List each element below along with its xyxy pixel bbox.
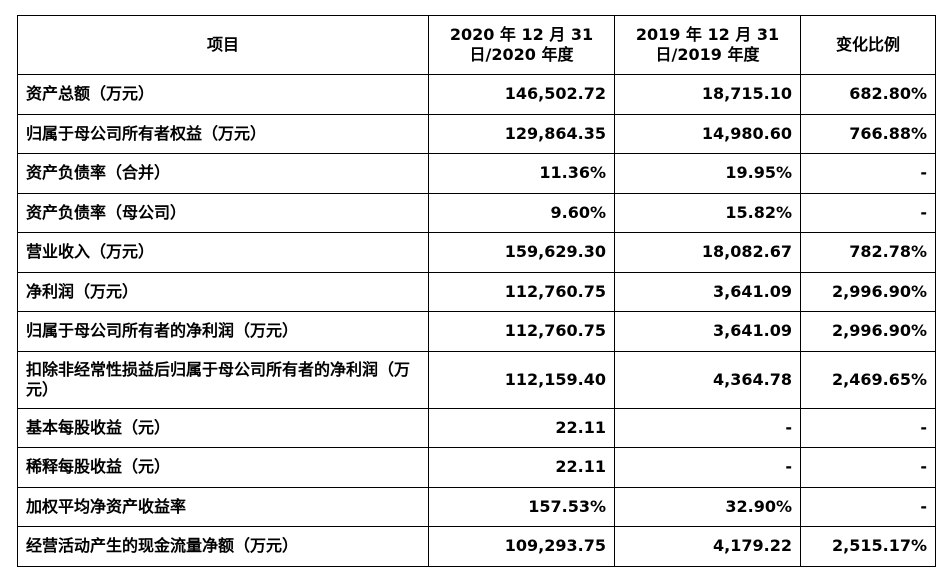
cell-2019: 4,364.78 xyxy=(614,350,801,409)
cell-2019: 3,641.09 xyxy=(614,311,801,352)
header-2020-line1: 2020 年 12 月 31 xyxy=(449,25,594,44)
header-2019-line1: 2019 年 12 月 31 xyxy=(635,25,780,44)
table-row: 归属于母公司所有者的净利润（万元） 112,760.75 3,641.09 2,996… xyxy=(17,311,936,352)
header-2020-line2: 日/2020 年度 xyxy=(469,45,574,64)
cell-2020: 22.11 xyxy=(428,407,615,448)
table-row: 净利润（万元） 112,760.75 3,641.09 2,996.90% xyxy=(17,271,936,312)
cell-item: 加权平均净资产收益率 xyxy=(17,486,429,527)
cell-change: - xyxy=(800,486,936,527)
cell-change: 2,469.65% xyxy=(800,350,936,409)
cell-item: 扣除非经常性损益后归属于母公司所有者的净利润（万元） xyxy=(17,350,429,409)
table-row: 归属于母公司所有者权益（万元） 129,864.35 14,980.60 766.88… xyxy=(17,113,936,154)
cell-2019: 18,082.67 xyxy=(614,232,801,273)
cell-2020: 109,293.75 xyxy=(428,526,615,567)
cell-2019: 18,715.10 xyxy=(614,74,801,115)
table-row: 经营活动产生的现金流量净额（万元） 109,293.75 4,179.22 2,515… xyxy=(17,526,936,567)
cell-item: 稀释每股收益（元） xyxy=(17,447,429,488)
cell-2019: 15.82% xyxy=(614,192,801,233)
cell-change: 2,996.90% xyxy=(800,271,936,312)
cell-2020: 9.60% xyxy=(428,192,615,233)
cell-2020: 11.36% xyxy=(428,153,615,194)
cell-item: 归属于母公司所有者的净利润（万元） xyxy=(17,311,429,352)
table-row: 基本每股收益（元） 22.11- - xyxy=(17,407,936,448)
table-row: 资产总额（万元） 146,502.72 18,715.10 682.80% xyxy=(17,74,936,115)
cell-2020: 22.11 xyxy=(428,447,615,488)
table-row: 加权平均净资产收益率 157.53% 32.90% - xyxy=(17,486,936,527)
cell-item: 基本每股收益（元） xyxy=(17,407,429,448)
cell-change: 682.80% xyxy=(800,74,936,115)
cell-item: 净利润（万元） xyxy=(17,271,429,312)
table-row: 营业收入（万元） 159,629.30 18,082.67 782.78% xyxy=(17,232,936,273)
table-row: 资产负债率（母公司） 9.60% 15.82% - xyxy=(17,192,936,233)
cell-change: - xyxy=(800,153,936,194)
table-row: 资产负债率（合并） 11.36% 19.95% - xyxy=(17,153,936,194)
header-item: 项目 xyxy=(17,15,429,75)
cell-item: 营业收入（万元） xyxy=(17,232,429,273)
cell-item: 资产负债率（母公司） xyxy=(17,192,429,233)
cell-item: 资产负债率（合并） xyxy=(17,153,429,194)
header-item-text: 项目 xyxy=(206,35,239,54)
cell-item: 资产总额（万元） xyxy=(17,74,429,115)
cell-item: 经营活动产生的现金流量净额（万元） xyxy=(17,526,429,567)
cell-item: 归属于母公司所有者权益（万元） xyxy=(17,113,429,154)
cell-change: 2,515.17% xyxy=(800,526,936,567)
cell-2019: 3,641.09 xyxy=(614,271,801,312)
cell-2019: - xyxy=(614,407,801,448)
cell-2020: 157.53% xyxy=(428,486,615,527)
cell-change: - xyxy=(800,192,936,233)
header-row: 项目 2020 年 12 月 31 日/2020 年度 2019 年 12 月 3… xyxy=(17,15,936,75)
cell-2020: 112,760.75 xyxy=(428,271,615,312)
cell-change: 782.78% xyxy=(800,232,936,273)
header-2019: 2019 年 12 月 31 日/2019 年度 xyxy=(614,15,801,75)
cell-2019: 14,980.60 xyxy=(614,113,801,154)
cell-2019: 19.95% xyxy=(614,153,801,194)
cell-change: 766.88% xyxy=(800,113,936,154)
cell-2020: 146,502.72 xyxy=(428,74,615,115)
table-row: 稀释每股收益（元） 22.11- - xyxy=(17,447,936,488)
table-row: 扣除非经常性损益后归属于母公司所有者的净利润（万元） 112,159.40 4,36… xyxy=(17,350,936,409)
header-2019-line2: 日/2019 年度 xyxy=(655,45,760,64)
cell-2019: 4,179.22 xyxy=(614,526,801,567)
cell-2019: 32.90% xyxy=(614,486,801,527)
cell-2020: 112,760.75 xyxy=(428,311,615,352)
cell-2020: 112,159.40 xyxy=(428,350,615,409)
cell-2020: 129,864.35 xyxy=(428,113,615,154)
cell-change: - xyxy=(800,447,936,488)
cell-change: - xyxy=(800,407,936,448)
cell-2020: 159,629.30 xyxy=(428,232,615,273)
financial-summary-table: 项目 2020 年 12 月 31 日/2020 年度 2019 年 12 月 3… xyxy=(17,15,936,567)
header-change: 变化比例 xyxy=(800,15,936,75)
cell-change: 2,996.90% xyxy=(800,311,936,352)
header-change-text: 变化比例 xyxy=(835,35,900,54)
header-2020: 2020 年 12 月 31 日/2020 年度 xyxy=(428,15,615,75)
cell-2019: - xyxy=(614,447,801,488)
